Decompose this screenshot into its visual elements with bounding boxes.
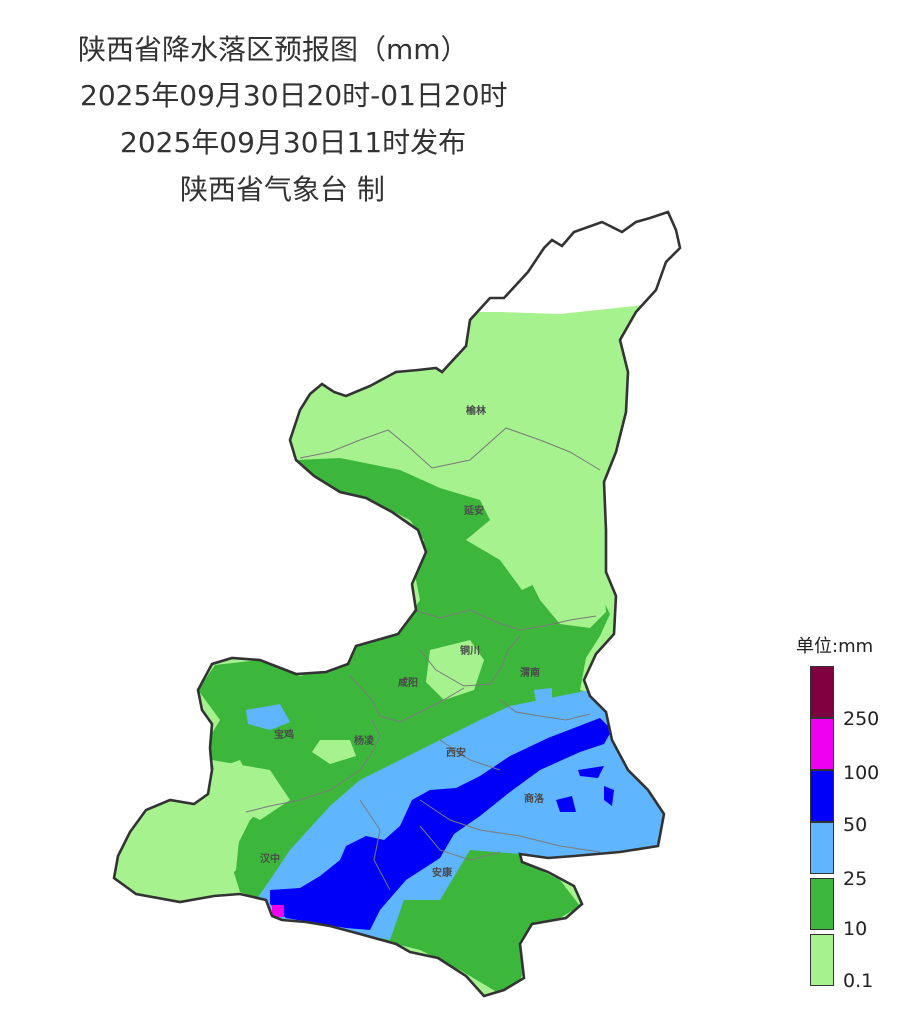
rain-band-50 [270,718,612,930]
legend-tick-25: 25 [843,868,868,890]
issue-time: 2025年09月30日11时发布 [120,126,467,159]
legend-tick-250: 250 [843,708,880,730]
legend: 单位:mm 250 100 50 25 10 0.1 [790,630,900,1010]
city-label-tongchuan: 铜川 [460,644,480,657]
city-label-weinan: 渭南 [520,666,540,679]
legend-swatch-1 [810,718,834,770]
city-label-ankang: 安康 [432,866,453,879]
city-label-yulin: 榆林 [466,404,487,417]
legend-swatch-0 [810,666,834,718]
legend-tick-100: 100 [843,762,880,784]
issuer: 陕西省气象台 制 [180,173,385,206]
city-label-yangling: 杨凌 [354,734,375,747]
city-label-hanzhong: 汉中 [260,852,280,865]
legend-swatch-5 [810,934,834,986]
legend-swatch-3 [810,822,834,874]
city-label-xianyang: 咸阳 [398,676,418,689]
city-label-baoji: 宝鸡 [274,728,294,741]
city-boundaries [245,427,601,891]
legend-swatch-4 [810,878,834,930]
legend-tick-50: 50 [843,814,868,836]
city-label-shangluo: 商洛 [524,792,545,805]
city-label-yanan: 延安 [463,504,484,517]
forecast-period: 2025年09月30日20时-01日20时 [80,79,508,112]
legend-swatch-2 [810,770,834,822]
rain-band-100 [272,905,284,917]
legend-title: 单位:mm [796,636,874,657]
map-title-main: 陕西省降水落区预报图（mm） [78,33,469,66]
legend-tick-10: 10 [843,918,868,940]
city-label-xian: 西安 [446,746,466,759]
city-labels: 榆林 延安 铜川 渭南 咸阳 宝鸡 杨凌 西安 商洛 汉中 安康 [260,404,545,879]
legend-tick-0-1: 0.1 [843,970,874,992]
